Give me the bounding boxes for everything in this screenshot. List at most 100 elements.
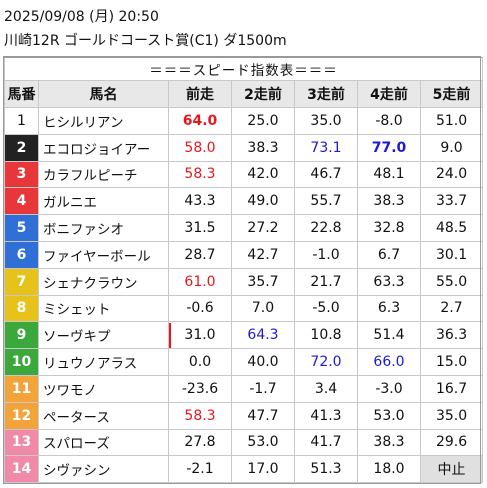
speed-index-value: 18.0 <box>357 455 421 484</box>
highlight-marker <box>168 322 171 348</box>
horse-name: ツワモノ <box>38 374 169 403</box>
speed-index-value: 28.7 <box>168 240 232 269</box>
speed-index-value: 35.7 <box>231 267 295 296</box>
horse-number: 6 <box>4 240 39 269</box>
speed-index-value: 38.3 <box>231 133 295 162</box>
speed-index-value: 38.3 <box>357 187 421 216</box>
speed-index-value: 46.7 <box>294 160 358 189</box>
col-header-4-races-ago: 4走前 <box>357 80 421 108</box>
speed-index-value: 64.3 <box>231 321 295 350</box>
table-row: 13 スパローズ 27.8 53.0 41.7 38.3 29.6 <box>4 428 484 457</box>
speed-index-value: 73.1 <box>294 133 358 162</box>
speed-index-value: 43.3 <box>168 187 232 216</box>
table-row: 4 ガルニエ 43.3 49.0 55.7 38.3 33.7 <box>4 187 484 216</box>
speed-index-value: 51.3 <box>294 455 358 484</box>
speed-index-value: 21.7 <box>294 267 358 296</box>
table-row: 7 シェナクラウン 61.0 35.7 21.7 63.3 55.0 <box>4 267 484 296</box>
speed-index-value: 64.0 <box>168 107 232 135</box>
table-row: 2 エコロジョイアー 58.0 38.3 73.1 77.0 9.0 <box>4 133 484 162</box>
speed-index-value: 7.0 <box>231 294 295 323</box>
speed-index-value: 15.0 <box>419 348 484 376</box>
horse-number: 11 <box>4 374 39 403</box>
speed-index-value: 9.0 <box>419 133 484 162</box>
horse-number: 7 <box>4 267 39 296</box>
speed-index-value: 58.0 <box>168 133 232 162</box>
speed-index-value: 16.7 <box>419 374 484 403</box>
speed-index-value: 40.0 <box>231 348 295 376</box>
horse-name: ソーヴキプ <box>38 321 169 350</box>
col-header-2-races-ago: 2走前 <box>231 80 295 108</box>
table-row: 10 リュウノアラス 0.0 40.0 72.0 66.0 15.0 <box>4 348 484 376</box>
table-title: ＝＝＝スピード指数表＝＝＝ <box>3 57 484 81</box>
speed-index-value: -23.6 <box>168 374 232 403</box>
col-header-horse-name: 馬名 <box>38 80 169 108</box>
table-row: 14 シヴァシン -2.1 17.0 51.3 18.0 中止 <box>4 455 484 484</box>
horse-name: ミシェット <box>38 294 169 323</box>
speed-index-value: 33.7 <box>419 187 484 216</box>
speed-index-value: 35.0 <box>294 107 358 135</box>
speed-index-value: 51.0 <box>419 107 484 135</box>
speed-index-value: 29.6 <box>419 428 484 457</box>
table-row: 6 ファイヤーボール 28.7 42.7 -1.0 6.7 30.1 <box>4 240 484 269</box>
race-datetime: 2025/09/08 (月) 20:50 <box>4 9 159 25</box>
speed-index-value: 66.0 <box>357 348 421 376</box>
speed-index-value: 48.1 <box>357 160 421 189</box>
col-header-last-race: 前走 <box>168 80 232 108</box>
speed-index-value: -1.0 <box>294 240 358 269</box>
table-row: 11 ツワモノ -23.6 -1.7 3.4 -3.0 16.7 <box>4 374 484 403</box>
horse-number: 4 <box>4 187 39 216</box>
speed-index-value: 30.1 <box>419 240 484 269</box>
speed-index-value: 10.8 <box>294 321 358 350</box>
speed-index-value: 22.8 <box>294 214 358 242</box>
horse-name: ヒシルリアン <box>38 107 169 135</box>
speed-index-value: 25.0 <box>231 107 295 135</box>
speed-index-value: 27.8 <box>168 428 232 457</box>
speed-index-value: 53.0 <box>357 401 421 430</box>
speed-index-value: -2.1 <box>168 455 232 484</box>
speed-index-value: 42.0 <box>231 160 295 189</box>
table-row: 12 ペータース 58.3 47.7 41.3 53.0 35.0 <box>4 401 484 430</box>
horse-name: シヴァシン <box>38 455 169 484</box>
speed-index-value: 0.0 <box>168 348 232 376</box>
horse-name: スパローズ <box>38 428 169 457</box>
horse-name: シェナクラウン <box>38 267 169 296</box>
horse-number: 2 <box>4 133 39 162</box>
horse-number: 12 <box>4 401 39 430</box>
table-row: 1 ヒシルリアン 64.0 25.0 35.0 -8.0 51.0 <box>4 107 484 135</box>
speed-index-value: 63.3 <box>357 267 421 296</box>
speed-index-value: 31.5 <box>168 214 232 242</box>
speed-index-value: 32.8 <box>357 214 421 242</box>
horse-number: 9 <box>4 321 39 350</box>
horse-name: ボニファシオ <box>38 214 169 242</box>
horse-name: ファイヤーボール <box>38 240 169 269</box>
speed-index-value: 31.0 <box>168 321 232 350</box>
horse-number: 3 <box>4 160 39 189</box>
speed-index-value: 58.3 <box>168 401 232 430</box>
horse-number: 13 <box>4 428 39 457</box>
speed-index-value: -0.6 <box>168 294 232 323</box>
horse-name: リュウノアラス <box>38 348 169 376</box>
speed-index-value: 36.3 <box>419 321 484 350</box>
race-title: 川崎12R ゴールドコースト賞(C1) ダ1500m <box>4 33 287 49</box>
table-row: 3 カラフルピーチ 58.3 42.0 46.7 48.1 24.0 <box>4 160 484 189</box>
speed-index-value: 35.0 <box>419 401 484 430</box>
speed-index-value: 77.0 <box>357 133 421 162</box>
speed-index-value: 6.7 <box>357 240 421 269</box>
horse-number: 14 <box>4 455 39 484</box>
horse-name: ペータース <box>38 401 169 430</box>
speed-index-value: 55.7 <box>294 187 358 216</box>
speed-index-value: 24.0 <box>419 160 484 189</box>
table-row: 8 ミシェット -0.6 7.0 -5.0 6.3 2.7 <box>4 294 484 323</box>
speed-index-value: 47.7 <box>231 401 295 430</box>
speed-index-value: 61.0 <box>168 267 232 296</box>
horse-number: 1 <box>4 107 39 135</box>
speed-index-value: 2.7 <box>419 294 484 323</box>
table-row: 5 ボニファシオ 31.5 27.2 22.8 32.8 48.5 <box>4 214 484 242</box>
col-header-3-races-ago: 3走前 <box>294 80 358 108</box>
speed-index-value: 27.2 <box>231 214 295 242</box>
speed-index-value: 55.0 <box>419 267 484 296</box>
speed-index-value: 72.0 <box>294 348 358 376</box>
speed-index-value: 42.7 <box>231 240 295 269</box>
speed-index-value: 41.7 <box>294 428 358 457</box>
